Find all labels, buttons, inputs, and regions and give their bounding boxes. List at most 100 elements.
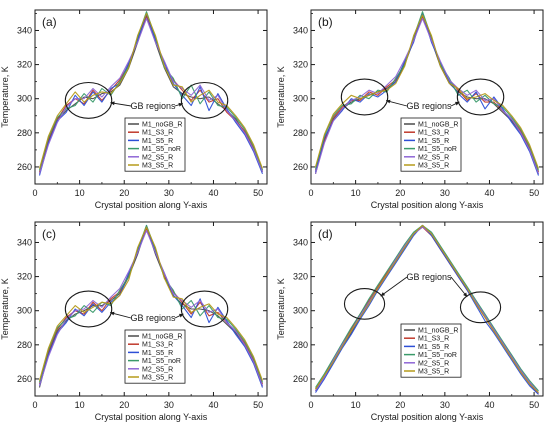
annotation-arrowhead [110, 311, 115, 316]
x-tick-label: 40 [484, 188, 494, 198]
y-axis-label: Temperature, K [276, 66, 286, 128]
x-tick-label: 30 [440, 188, 450, 198]
legend-label: M1_noGB_R [418, 122, 458, 129]
series-line [314, 17, 540, 174]
legend-label: M1_S5_noR [142, 146, 181, 153]
y-tick-label: 320 [17, 272, 32, 282]
y-tick-label: 340 [293, 25, 308, 35]
x-tick-label: 10 [75, 400, 85, 410]
y-tick-label: 340 [17, 237, 32, 247]
y-tick-label: 280 [293, 340, 308, 350]
x-tick-label: 20 [395, 188, 405, 198]
plot-frame [310, 221, 544, 397]
legend-label: M1_S5_R [418, 344, 449, 351]
chart-panel: 0 10 20 30 40 50 260 280 300 320 340 Crystal positi… [276, 221, 544, 422]
y-tick-label: 280 [17, 340, 32, 350]
x-tick-label: 30 [164, 400, 174, 410]
x-tick-label: 0 [308, 188, 313, 198]
x-axis-label: Crystal position along Y-axis [95, 200, 208, 210]
legend-box [400, 323, 462, 378]
x-tick-label: 0 [32, 188, 37, 198]
annotation-arrowhead [380, 292, 386, 297]
y-axis-label: Temperature, K [0, 278, 10, 340]
series-line [38, 12, 264, 169]
annotation-arrowhead [463, 292, 468, 297]
legend-label: M1_noGB_R [418, 328, 458, 335]
legend-label: M2_S5_R [418, 360, 449, 367]
legend-label: M1_S5_noR [142, 358, 181, 365]
gb-region-circle [180, 290, 229, 328]
x-axis-label: Crystal position along Y-axis [371, 412, 484, 422]
y-tick-label: 300 [17, 306, 32, 316]
series-line [38, 229, 264, 386]
legend-label: M3_S5_R [142, 375, 173, 382]
gb-regions-annotation: GB regions [406, 272, 452, 282]
x-tick-label: 40 [208, 188, 218, 198]
legend-label: M2_S5_R [142, 366, 173, 373]
x-tick-label: 20 [119, 400, 129, 410]
gb-regions-annotation: GB regions [130, 313, 176, 323]
x-tick-label: 40 [484, 400, 494, 410]
y-tick-label: 260 [17, 162, 32, 172]
legend-label: M1_S5_R [142, 350, 173, 357]
y-tick-label: 320 [293, 60, 308, 70]
y-tick-label: 340 [293, 237, 308, 247]
x-tick-label: 10 [351, 188, 361, 198]
panel-label: (d) [318, 227, 333, 241]
legend-box [124, 117, 186, 172]
chart-panel: 0 10 20 30 40 50 260 280 300 320 340 Crystal positi… [0, 221, 268, 422]
x-tick-label: 50 [529, 400, 539, 410]
legend-label: M1_S5_R [142, 138, 173, 145]
chart-panel: 0 10 20 30 40 50 260 280 300 320 340 Crystal positi… [276, 9, 544, 210]
gb-region-circle [343, 287, 386, 320]
x-tick-label: 0 [32, 400, 37, 410]
annotation-arrow [450, 276, 468, 298]
annotation-arrowhead [110, 101, 115, 106]
x-tick-label: 30 [164, 188, 174, 198]
legend-label: M1_S5_R [418, 138, 449, 145]
legend-label: M1_S3_R [418, 130, 449, 137]
annotation-arrowhead [178, 102, 183, 107]
y-tick-label: 260 [293, 162, 308, 172]
series-line [315, 224, 539, 392]
y-tick-label: 260 [293, 374, 308, 384]
y-tick-label: 320 [293, 272, 308, 282]
plot-frame [310, 9, 544, 185]
legend-label: M3_S5_R [142, 163, 173, 170]
gb-regions-annotation: GB regions [406, 101, 452, 111]
panel-label: (b) [318, 15, 333, 29]
gb-region-circle [180, 81, 229, 119]
gb-region-circle [456, 78, 505, 116]
x-tick-label: 20 [119, 188, 129, 198]
legend-box [124, 329, 186, 384]
y-tick-label: 320 [17, 60, 32, 70]
annotation-arrowhead [386, 99, 391, 104]
x-tick-label: 10 [75, 188, 85, 198]
plot-frame [34, 9, 268, 185]
gb-region-circle [64, 290, 113, 328]
legend-label: M1_S3_R [142, 130, 173, 137]
series-line [38, 12, 264, 176]
y-tick-label: 300 [293, 306, 308, 316]
x-tick-label: 50 [253, 188, 263, 198]
legend-label: M1_noGB_R [142, 122, 182, 129]
x-tick-label: 50 [253, 400, 263, 410]
x-tick-label: 10 [351, 400, 361, 410]
gb-regions-annotation: GB regions [130, 101, 176, 111]
legend-label: M1_S5_noR [418, 352, 457, 359]
gb-region-circle [459, 291, 502, 324]
y-axis-label: Temperature, K [276, 278, 286, 340]
annotation-arrowhead [179, 313, 184, 318]
legend-label: M2_S5_R [142, 154, 173, 161]
x-tick-label: 0 [308, 400, 313, 410]
legend-label: M3_S5_R [418, 163, 449, 170]
annotation-arrowhead [455, 101, 460, 106]
legend-box [400, 117, 462, 172]
legend-label: M1_S3_R [142, 342, 173, 349]
y-axis-label: Temperature, K [0, 66, 10, 128]
y-tick-label: 280 [293, 128, 308, 138]
y-tick-label: 260 [17, 374, 32, 384]
panel-label: (c) [42, 227, 56, 241]
y-tick-label: 300 [293, 94, 308, 104]
